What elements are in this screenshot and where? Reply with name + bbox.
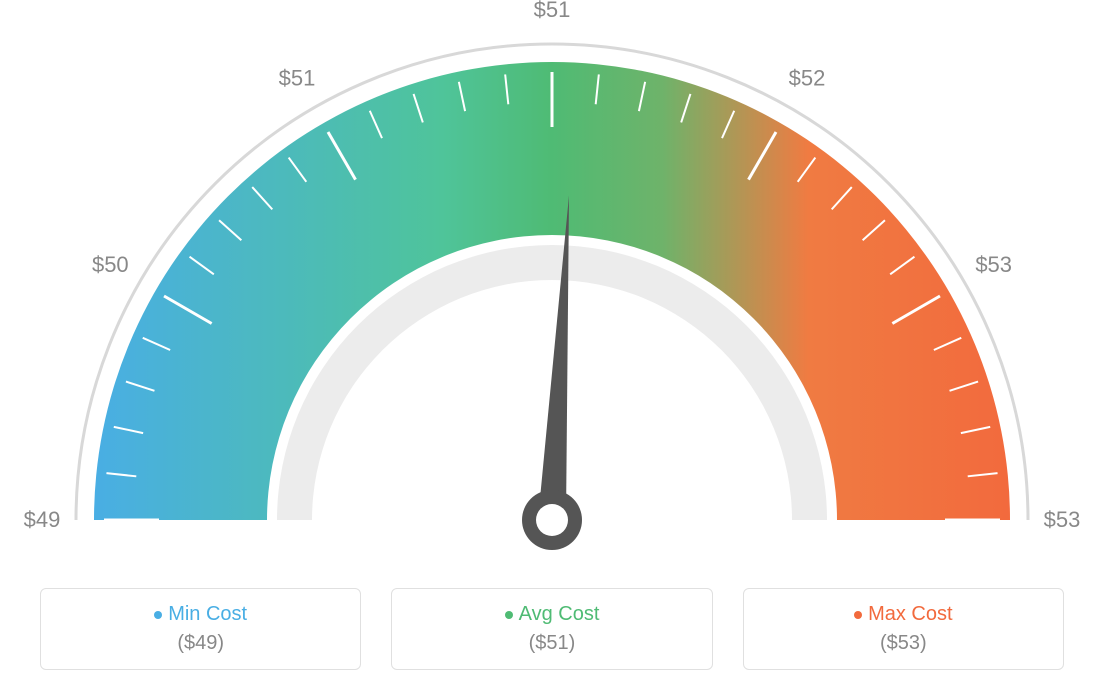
legend-avg-dot [505, 611, 513, 619]
legend-avg-label: Avg Cost [519, 603, 600, 625]
legend-min: Min Cost ($49) [40, 588, 361, 670]
legend-min-label: Min Cost [168, 603, 247, 625]
legend-max-title: Max Cost [764, 603, 1043, 626]
legend-avg: Avg Cost ($51) [391, 588, 712, 670]
legend-min-dot [154, 611, 162, 619]
gauge-tick-label: $52 [789, 65, 826, 90]
legend-avg-value: ($51) [412, 632, 691, 655]
legend-max: Max Cost ($53) [743, 588, 1064, 670]
gauge-area: $49 $50 $51 $51 $52 $53 $53 [0, 0, 1104, 570]
legend-max-label: Max Cost [868, 603, 952, 625]
gauge-svg: $49 $50 $51 $51 $52 $53 $53 [0, 0, 1104, 570]
gauge-tick-label: $49 [24, 507, 61, 532]
gauge-tick-label: $53 [975, 252, 1012, 277]
gauge-tick-label: $50 [92, 252, 129, 277]
legend-max-value: ($53) [764, 632, 1043, 655]
legend-avg-title: Avg Cost [412, 603, 691, 626]
gauge-needle [538, 195, 569, 520]
legend-min-title: Min Cost [61, 603, 340, 626]
cost-gauge-chart: $49 $50 $51 $51 $52 $53 $53 Min Cost ($49) Avg… [0, 0, 1104, 690]
gauge-tick-label: $51 [534, 0, 571, 22]
gauge-tick-label: $53 [1044, 507, 1081, 532]
gauge-tick-label: $51 [279, 65, 316, 90]
gauge-hub-hole [536, 504, 568, 536]
legend: Min Cost ($49) Avg Cost ($51) Max Cost (… [40, 588, 1064, 670]
legend-min-value: ($49) [61, 632, 340, 655]
legend-max-dot [854, 611, 862, 619]
